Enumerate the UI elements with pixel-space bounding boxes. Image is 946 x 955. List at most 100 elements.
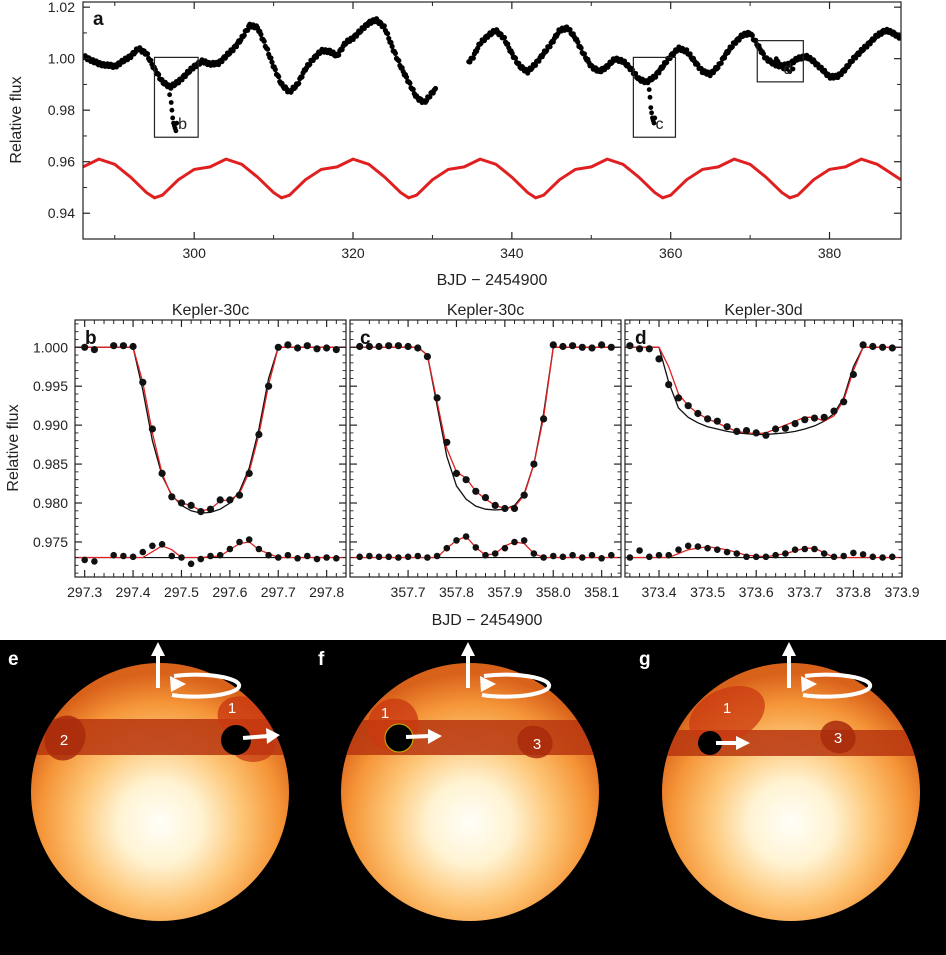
light-curve-point bbox=[509, 50, 515, 57]
residual-point bbox=[840, 552, 847, 560]
model-black-curve bbox=[350, 346, 621, 511]
light-curve-point bbox=[336, 52, 342, 58]
light-curve-point bbox=[407, 80, 413, 86]
flux-point bbox=[265, 382, 273, 390]
y-tick-label: 0.985 bbox=[33, 456, 68, 472]
residual-point bbox=[207, 552, 214, 560]
flux-point bbox=[481, 494, 490, 502]
spot-2-label: 2 bbox=[60, 732, 68, 749]
panel-c-transit: 357.7 357.8 357.9 358.0 358.1 Kepler-30c c bbox=[349, 302, 622, 600]
star-panel-e: 1 2 e bbox=[8, 642, 289, 921]
light-curve-point bbox=[749, 32, 755, 39]
flux-point bbox=[849, 370, 858, 379]
spot-1-label: 1 bbox=[381, 705, 389, 722]
light-curve-point bbox=[396, 58, 402, 64]
residual-point bbox=[226, 545, 234, 553]
residual-point bbox=[245, 536, 253, 543]
flux-point bbox=[598, 341, 606, 349]
light-curve-point bbox=[245, 27, 251, 33]
flux-point bbox=[148, 425, 156, 433]
x-tick-label: 373.5 bbox=[690, 584, 725, 600]
residual-point bbox=[889, 553, 896, 561]
light-curve-point bbox=[296, 80, 302, 86]
y-tick-label: 0.975 bbox=[33, 534, 68, 550]
residual-point bbox=[801, 545, 809, 553]
residual-point bbox=[129, 553, 137, 561]
light-curve-point bbox=[268, 55, 274, 61]
planet-motion-arrow bbox=[242, 734, 269, 740]
residual-point bbox=[723, 548, 731, 556]
light-curve-point bbox=[760, 51, 767, 57]
model-red-curve bbox=[350, 346, 621, 510]
transit-point bbox=[790, 66, 796, 72]
flux-point bbox=[674, 394, 683, 402]
spot-3 bbox=[820, 720, 856, 754]
light-curve-point bbox=[581, 51, 588, 57]
x-tick-label: 373.8 bbox=[836, 584, 871, 600]
light-curve-point bbox=[299, 74, 305, 80]
transit-box-b bbox=[153, 56, 199, 138]
x-tick-label: 360 bbox=[659, 245, 683, 261]
residual-point bbox=[333, 555, 340, 562]
residual-point bbox=[404, 553, 412, 561]
x-tick-label: 297.4 bbox=[116, 584, 151, 600]
residual-point bbox=[216, 551, 224, 559]
flux-point bbox=[139, 378, 147, 386]
x-tick-label: 297.6 bbox=[212, 584, 247, 600]
light-curve-point bbox=[653, 74, 659, 80]
residual-point bbox=[236, 538, 243, 546]
panel-a-light-curve: b cd 300 320 340 360 3800.940.960.981.001.02 … bbox=[8, 0, 902, 289]
light-curve-point bbox=[269, 59, 275, 65]
residual-point bbox=[626, 554, 634, 561]
residual-point bbox=[482, 551, 489, 559]
light-curve-point bbox=[392, 50, 398, 57]
flux-point bbox=[323, 344, 331, 352]
light-curve-point bbox=[684, 47, 690, 53]
light-curve-point bbox=[718, 60, 724, 66]
flux-point bbox=[332, 346, 340, 354]
light-curve-point bbox=[849, 58, 856, 64]
residual-point bbox=[366, 552, 373, 560]
model-black-curve bbox=[625, 346, 902, 436]
rotation-arrow bbox=[782, 642, 873, 699]
residual-point bbox=[811, 545, 818, 553]
star-disk bbox=[341, 663, 599, 921]
light-curve-point bbox=[385, 30, 391, 37]
light-curve-point bbox=[532, 62, 539, 68]
star-panel-e-label: e bbox=[8, 649, 19, 670]
panel-title: Kepler-30c bbox=[447, 302, 524, 319]
flux-point bbox=[540, 415, 548, 423]
light-curve-point bbox=[307, 61, 313, 67]
residual-point bbox=[294, 555, 301, 562]
transit-point bbox=[652, 115, 658, 121]
residual-point bbox=[424, 554, 431, 561]
flux-point bbox=[129, 342, 137, 351]
plot-area bbox=[350, 341, 621, 562]
plot-area bbox=[625, 341, 902, 561]
panel-b-transit: 297.3 297.4 297.5 297.6 297.7 297.8 0.975 0.980… bbox=[33, 302, 347, 600]
y-tick-label: 1.00 bbox=[48, 51, 75, 67]
spot-3-label: 3 bbox=[533, 736, 541, 753]
light-curve-point bbox=[567, 27, 573, 33]
light-curve-point bbox=[272, 66, 278, 73]
flux-point bbox=[820, 413, 828, 421]
y-tick-label: 0.980 bbox=[33, 495, 68, 511]
light-curve-point bbox=[897, 35, 901, 41]
light-curve-point bbox=[427, 94, 433, 100]
y-tick-label: 0.96 bbox=[48, 154, 75, 170]
x-tick-label: 297.7 bbox=[261, 584, 296, 600]
light-curve-point bbox=[547, 44, 553, 50]
residual-point bbox=[149, 542, 156, 550]
residual-point bbox=[569, 551, 576, 559]
y-tick-label: 0.94 bbox=[48, 205, 75, 221]
residual-point bbox=[655, 551, 663, 559]
residual-point bbox=[675, 546, 682, 553]
light-curve-point bbox=[156, 71, 162, 78]
x-tick-label: 320 bbox=[341, 245, 365, 261]
flux-point bbox=[791, 420, 799, 428]
spot-3-label: 3 bbox=[834, 730, 842, 747]
light-curve-point bbox=[432, 85, 439, 92]
rotation-arrow bbox=[461, 642, 552, 699]
flux-point bbox=[888, 344, 896, 352]
residual-point bbox=[491, 550, 499, 557]
